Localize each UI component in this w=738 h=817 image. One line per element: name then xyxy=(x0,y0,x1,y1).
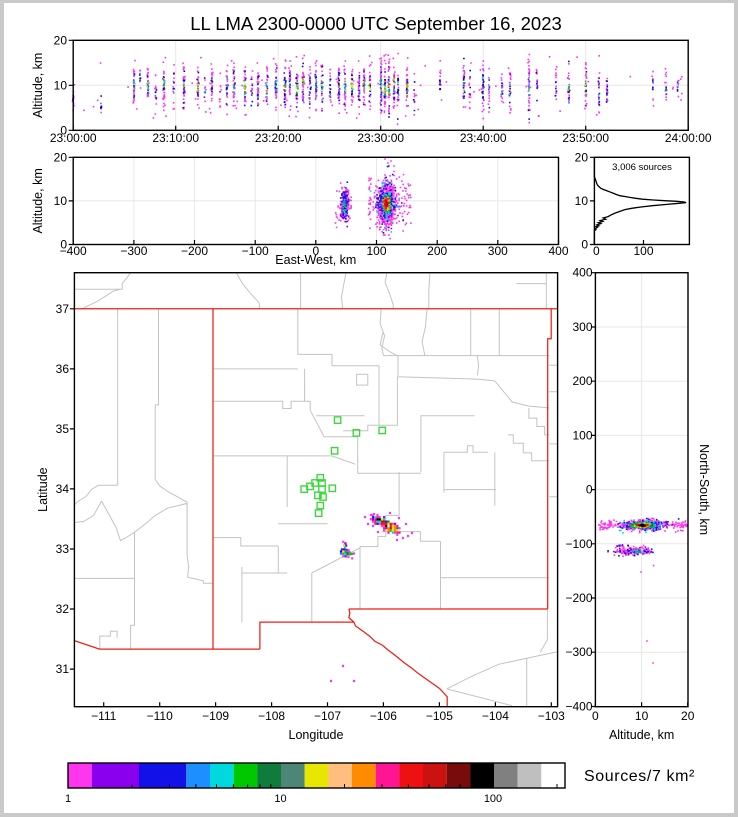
svg-text:−109: −109 xyxy=(202,709,229,723)
svg-text:0: 0 xyxy=(312,244,319,258)
svg-text:−200: −200 xyxy=(565,591,592,605)
svg-text:32: 32 xyxy=(56,602,70,616)
svg-text:Longitude: Longitude xyxy=(289,728,344,742)
svg-text:−105: −105 xyxy=(426,709,453,723)
svg-text:100: 100 xyxy=(366,244,386,258)
svg-text:10: 10 xyxy=(54,78,68,92)
svg-text:−400: −400 xyxy=(60,244,87,258)
svg-text:0: 0 xyxy=(593,244,600,258)
svg-text:−107: −107 xyxy=(314,709,341,723)
svg-text:37: 37 xyxy=(56,302,70,316)
svg-text:36: 36 xyxy=(56,362,70,376)
svg-text:Altitude, km: Altitude, km xyxy=(609,728,674,742)
svg-text:24:00:00: 24:00:00 xyxy=(665,131,712,145)
svg-text:300: 300 xyxy=(488,244,508,258)
svg-text:10: 10 xyxy=(54,194,68,208)
svg-text:Altitude, km: Altitude, km xyxy=(31,168,45,233)
svg-text:20: 20 xyxy=(575,150,589,164)
svg-text:0: 0 xyxy=(60,238,67,252)
svg-text:10: 10 xyxy=(635,709,649,723)
svg-text:10: 10 xyxy=(274,793,286,805)
svg-text:23:20:00: 23:20:00 xyxy=(255,131,302,145)
svg-text:−300: −300 xyxy=(120,244,147,258)
svg-text:−108: −108 xyxy=(258,709,285,723)
svg-text:−200: −200 xyxy=(181,244,208,258)
svg-text:0: 0 xyxy=(592,709,599,723)
svg-text:10: 10 xyxy=(575,194,589,208)
svg-text:−400: −400 xyxy=(565,700,592,714)
svg-text:−100: −100 xyxy=(242,244,269,258)
svg-text:23:50:00: 23:50:00 xyxy=(562,131,609,145)
svg-text:100: 100 xyxy=(484,793,502,805)
svg-text:LL LMA 2300-0000 UTC September: LL LMA 2300-0000 UTC September 16, 2023 xyxy=(190,13,562,34)
svg-text:20: 20 xyxy=(681,709,695,723)
svg-text:33: 33 xyxy=(56,542,70,556)
svg-text:−103: −103 xyxy=(538,709,565,723)
svg-text:400: 400 xyxy=(548,244,568,258)
svg-text:Altitude, km: Altitude, km xyxy=(31,53,45,118)
svg-text:23:40:00: 23:40:00 xyxy=(460,131,507,145)
svg-text:0: 0 xyxy=(586,483,593,497)
svg-text:200: 200 xyxy=(427,244,447,258)
svg-text:20: 20 xyxy=(54,150,68,164)
svg-text:300: 300 xyxy=(572,320,592,334)
svg-text:North-South, km: North-South, km xyxy=(697,444,711,535)
svg-text:0: 0 xyxy=(60,123,67,137)
svg-text:Latitude: Latitude xyxy=(36,467,50,512)
svg-text:−100: −100 xyxy=(565,537,592,551)
svg-text:−106: −106 xyxy=(370,709,397,723)
svg-text:−300: −300 xyxy=(565,645,592,659)
svg-text:31: 31 xyxy=(56,662,70,676)
svg-text:100: 100 xyxy=(633,244,653,258)
svg-text:35: 35 xyxy=(56,422,70,436)
svg-text:100: 100 xyxy=(572,428,592,442)
svg-text:20: 20 xyxy=(54,33,68,47)
svg-text:23:10:00: 23:10:00 xyxy=(152,131,199,145)
svg-text:1: 1 xyxy=(65,793,71,805)
svg-text:34: 34 xyxy=(56,482,70,496)
svg-text:0: 0 xyxy=(581,238,588,252)
svg-text:−111: −111 xyxy=(91,709,117,723)
svg-text:400: 400 xyxy=(572,266,592,280)
svg-text:−110: −110 xyxy=(147,709,173,723)
svg-text:East-West, km: East-West, km xyxy=(275,253,356,267)
svg-text:Sources/7 km²: Sources/7 km² xyxy=(584,768,695,785)
svg-text:−104: −104 xyxy=(482,709,509,723)
svg-text:3,006 sources: 3,006 sources xyxy=(612,162,672,173)
svg-text:23:00:00: 23:00:00 xyxy=(50,131,97,145)
svg-text:23:30:00: 23:30:00 xyxy=(357,131,404,145)
svg-text:200: 200 xyxy=(572,374,592,388)
